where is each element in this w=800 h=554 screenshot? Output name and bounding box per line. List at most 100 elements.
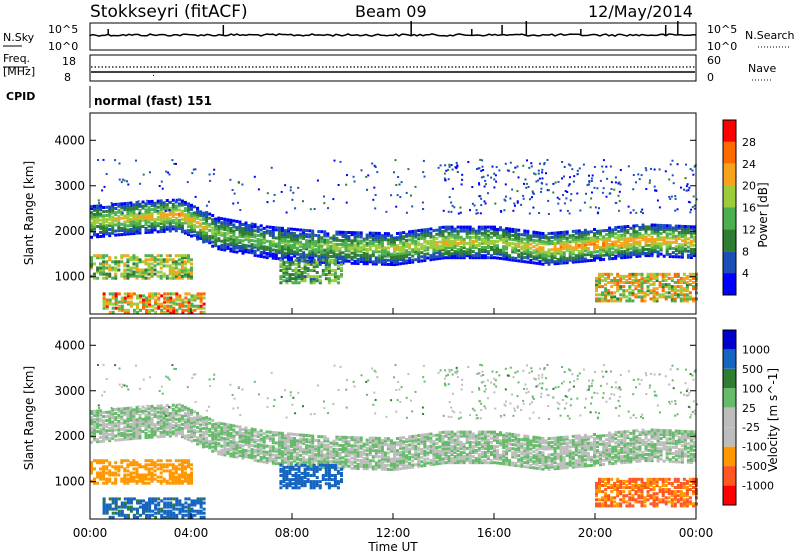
heatmap-cell [262, 255, 266, 259]
heatmap-cell [450, 225, 454, 229]
heatmap-cell [220, 247, 224, 251]
heatmap-cell [402, 253, 406, 257]
heatmap-cell [468, 227, 472, 231]
heatmap-cell [311, 248, 315, 251]
heatmap-cell [498, 169, 501, 172]
heatmap-cell [408, 234, 412, 238]
heatmap-cell [274, 462, 278, 465]
heatmap-cell [238, 429, 242, 433]
heatmap-cell [508, 231, 512, 235]
heatmap-cell [359, 253, 363, 257]
heatmap-cell [271, 226, 275, 229]
heatmap-cell [223, 428, 227, 432]
heatmap-cell [480, 227, 484, 231]
heatmap-cell [205, 239, 209, 243]
heatmap-cell [250, 437, 254, 441]
heatmap-cell [541, 234, 545, 237]
heatmap-cell [147, 230, 151, 234]
heatmap-cell [123, 427, 127, 431]
heatmap-cell [374, 166, 377, 168]
heatmap-cell [294, 279, 298, 283]
heatmap-cell [571, 256, 575, 260]
heatmap-cell [353, 239, 357, 243]
heatmap-cell [277, 247, 281, 250]
heatmap-cell [653, 223, 657, 227]
heatmap-cell [664, 295, 668, 299]
heatmap-cell [283, 243, 287, 247]
heatmap-cell [111, 430, 115, 434]
heatmap-cell [683, 227, 687, 231]
heatmap-cell [162, 221, 166, 225]
heatmap-cell [165, 207, 169, 211]
heatmap-cell [105, 173, 108, 175]
heatmap-cell [517, 245, 521, 249]
heatmap-cell [541, 258, 545, 262]
heatmap-cell [229, 243, 233, 247]
heatmap-cell [282, 260, 286, 264]
heatmap-cell [271, 439, 275, 443]
heatmap-cell [344, 454, 348, 458]
heatmap-cell [250, 249, 254, 253]
heatmap-cell [147, 272, 151, 276]
heatmap-cell [169, 304, 173, 308]
heatmap-cell [150, 254, 154, 258]
heatmap-cell [217, 218, 221, 222]
heatmap-cell [520, 239, 524, 243]
heatmap-cell [205, 219, 209, 223]
heatmap-cell [190, 431, 193, 435]
heatmap-cell [283, 235, 287, 239]
heatmap-cell [344, 458, 348, 462]
heatmap-cell [490, 239, 493, 243]
heatmap-cell [317, 443, 321, 447]
heatmap-cell [162, 227, 166, 231]
heatmap-cell [451, 168, 454, 171]
heatmap-cell [162, 203, 166, 207]
heatmap-cell [111, 221, 115, 225]
heatmap-cell [192, 168, 195, 171]
heatmap-cell [138, 212, 141, 215]
heatmap-cell [193, 233, 196, 237]
heatmap-cell [559, 257, 563, 261]
heatmap-cell [99, 214, 103, 218]
heatmap-cell [311, 440, 315, 444]
heatmap-cell [226, 435, 230, 439]
heatmap-cell [673, 272, 677, 276]
heatmap-cell [305, 243, 309, 247]
heatmap-cell [135, 227, 139, 231]
heatmap-cell [520, 255, 524, 259]
heatmap-cell [293, 445, 296, 449]
heatmap-cell [368, 233, 372, 237]
heatmap-cell [147, 276, 151, 280]
heatmap-cell [399, 258, 403, 262]
heatmap-cell [650, 248, 654, 252]
heatmap-cell [294, 271, 298, 274]
heatmap-cell [635, 236, 639, 240]
heatmap-cell [199, 298, 203, 302]
heatmap-cell [139, 294, 142, 298]
heatmap-cell [596, 238, 599, 241]
heatmap-cell [631, 291, 635, 295]
cpid-label: CPID [6, 90, 35, 103]
heatmap-cell [296, 246, 299, 250]
heatmap-cell [468, 252, 472, 256]
heatmap-cell [647, 247, 651, 251]
heatmap-cell [288, 279, 292, 283]
heatmap-cell [147, 421, 151, 425]
heatmap-cell [374, 244, 378, 248]
heatmap-cell [144, 436, 148, 439]
heatmap-cell [644, 235, 648, 239]
heatmap-cell [126, 406, 130, 410]
heatmap-cell [589, 206, 592, 209]
heatmap-cell [693, 204, 696, 207]
heatmap-cell [166, 296, 170, 300]
heatmap-cell [459, 239, 463, 243]
heatmap-cell [553, 237, 557, 241]
heatmap-cell [217, 220, 221, 224]
heatmap-cell [626, 255, 630, 259]
heatmap-cell [282, 266, 286, 270]
heatmap-cell [317, 453, 321, 457]
heatmap-cell [208, 200, 210, 203]
heatmap-cell [685, 189, 688, 192]
heatmap-cell [656, 236, 660, 240]
heatmap-cell [529, 246, 533, 250]
